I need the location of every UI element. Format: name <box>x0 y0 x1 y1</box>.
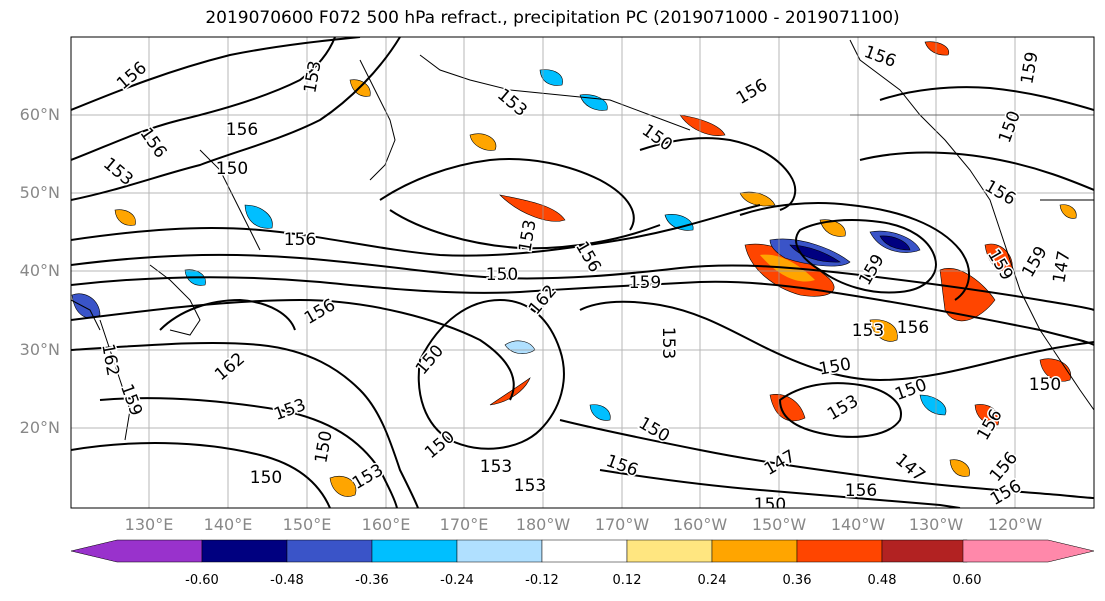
colorbar-tick-label: 0.60 <box>952 573 982 588</box>
contour-label: 156 <box>897 318 929 338</box>
lon-label-150e: 150°E <box>282 515 332 534</box>
lon-label-130w: 130°W <box>908 515 964 534</box>
colorbar <box>70 539 1095 563</box>
colorbar-swatch <box>711 539 798 563</box>
refractivity-contours <box>71 37 1094 508</box>
colorbar-swatch <box>962 539 1095 563</box>
lat-label-60n: 60°N <box>19 105 60 124</box>
lon-label-120w: 120°W <box>987 515 1043 534</box>
colorbar-swatch <box>286 539 373 563</box>
colorbar-swatch <box>796 539 883 563</box>
lon-label-140e: 140°E <box>203 515 253 534</box>
lon-label-170e: 170°E <box>439 515 489 534</box>
contour-label: 150 <box>486 265 518 285</box>
contour-label: 156 <box>284 230 316 250</box>
lat-label-40n: 40°N <box>19 261 60 280</box>
lat-label-50n: 50°N <box>19 183 60 202</box>
colorbar-tick-label: -0.36 <box>355 573 389 588</box>
contour-label: 150 <box>1029 375 1061 395</box>
lon-label-160w: 160°W <box>672 515 728 534</box>
colorbar-tick-label: 0.24 <box>697 573 727 588</box>
contour-label: 153 <box>658 327 678 359</box>
colorbar-tick-label: -0.24 <box>440 573 474 588</box>
contour-label: 150 <box>216 159 248 179</box>
contour-label: 159 <box>629 273 661 293</box>
colorbar-swatch <box>626 539 713 563</box>
colorbar-swatch <box>541 539 628 563</box>
lon-label-160e: 160°E <box>361 515 411 534</box>
colorbar-tick-label: 0.36 <box>782 573 812 588</box>
contour-label: 150 <box>754 495 786 515</box>
map-title: 2019070600 F072 500 hPa refract., precip… <box>205 8 900 28</box>
colorbar-swatch <box>371 539 458 563</box>
colorbar-tick-label: -0.48 <box>270 573 304 588</box>
lon-label-180w: 180°W <box>515 515 571 534</box>
lon-label-150w: 150°W <box>751 515 807 534</box>
map-frame <box>70 36 1095 509</box>
colorbar-swatch <box>456 539 543 563</box>
contour-label: 150 <box>250 468 282 488</box>
contour-label: 153 <box>514 476 546 496</box>
lon-label-130e: 130°E <box>124 515 174 534</box>
contour-label: 153 <box>480 457 512 477</box>
colorbar-swatch <box>201 539 288 563</box>
lat-label-20n: 20°N <box>19 418 60 437</box>
colorbar-tick-label: 0.48 <box>867 573 897 588</box>
contour-label: 153 <box>852 321 884 341</box>
colorbar-tick-label: -0.60 <box>185 573 219 588</box>
contour-label: 156 <box>226 120 258 140</box>
lon-label-170w: 170°W <box>594 515 650 534</box>
contour-label: 156 <box>845 481 877 501</box>
lon-label-140w: 140°W <box>830 515 886 534</box>
colorbar-swatch <box>70 539 203 563</box>
contour-label: 150 <box>817 354 852 379</box>
colorbar-swatch <box>881 539 968 563</box>
colorbar-tick-label: 0.12 <box>612 573 642 588</box>
lat-label-30n: 30°N <box>19 340 60 359</box>
gridlines <box>71 37 1094 508</box>
colorbar-tick-label: -0.12 <box>525 573 559 588</box>
